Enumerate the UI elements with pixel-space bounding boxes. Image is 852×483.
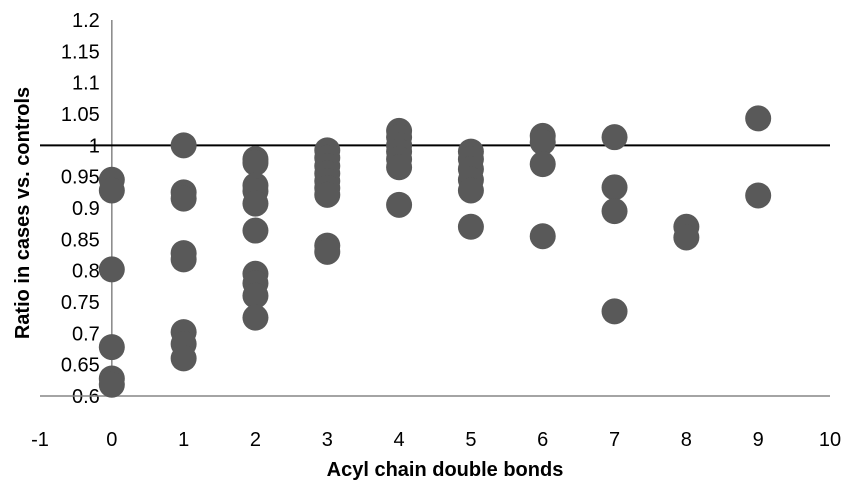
x-axis-title: Acyl chain double bonds — [327, 459, 564, 481]
x-tick-label: 9 — [753, 429, 764, 451]
data-point — [529, 151, 556, 178]
data-point — [242, 190, 269, 217]
data-point — [170, 345, 197, 372]
data-point — [457, 177, 484, 204]
data-point — [98, 177, 125, 204]
data-point — [242, 282, 269, 309]
y-axis-title: Ratio in cases vs. controls — [12, 87, 34, 339]
x-tick-label: 3 — [322, 429, 333, 451]
data-point — [170, 132, 197, 159]
y-tick-label: 1.05 — [61, 104, 100, 126]
x-tick-label: 1 — [178, 429, 189, 451]
data-point — [601, 198, 628, 225]
x-tick-label: -1 — [31, 429, 49, 451]
data-point — [457, 213, 484, 240]
x-tick-label: 10 — [819, 429, 841, 451]
y-tick-label: 1.2 — [72, 10, 100, 32]
data-point — [314, 181, 341, 208]
data-point — [98, 371, 125, 398]
data-point — [242, 217, 269, 244]
data-point — [170, 246, 197, 273]
data-point — [386, 191, 413, 218]
y-tick-label: 0.85 — [61, 229, 100, 251]
data-point — [745, 105, 772, 132]
y-tick-label: 0.6 — [72, 386, 100, 408]
data-point — [314, 238, 341, 265]
data-point — [529, 129, 556, 156]
y-tick-label: 0.65 — [61, 355, 100, 377]
x-axis-tick-labels: -1 0 1 2 3 4 5 6 7 8 9 10 — [31, 429, 841, 451]
data-point — [673, 224, 700, 251]
y-tick-label: 0.95 — [61, 167, 100, 189]
data-point — [386, 154, 413, 181]
y-axis-tick-labels: 0.60.650.70.750.80.850.90.9511.051.11.15… — [61, 10, 100, 408]
x-tick-label: 7 — [609, 429, 620, 451]
x-tick-label: 6 — [537, 429, 548, 451]
data-point — [601, 298, 628, 325]
y-tick-label: 1.1 — [72, 73, 100, 95]
data-point — [98, 256, 125, 283]
y-tick-label: 0.75 — [61, 292, 100, 314]
y-tick-label: 0.9 — [72, 198, 100, 220]
data-point — [242, 149, 269, 176]
data-point — [745, 182, 772, 209]
data-point — [529, 223, 556, 250]
x-tick-label: 8 — [681, 429, 692, 451]
x-tick-label: 2 — [250, 429, 261, 451]
y-tick-label: 0.7 — [72, 323, 100, 345]
x-tick-label: 5 — [465, 429, 476, 451]
data-point — [601, 174, 628, 201]
x-tick-label: 0 — [106, 429, 117, 451]
data-points — [98, 105, 772, 398]
y-tick-label: 0.8 — [72, 261, 100, 283]
x-tick-label: 4 — [394, 429, 405, 451]
data-point — [601, 124, 628, 151]
data-point — [170, 185, 197, 212]
data-point — [242, 304, 269, 331]
y-tick-label: 1.15 — [61, 41, 100, 63]
data-point — [98, 334, 125, 361]
